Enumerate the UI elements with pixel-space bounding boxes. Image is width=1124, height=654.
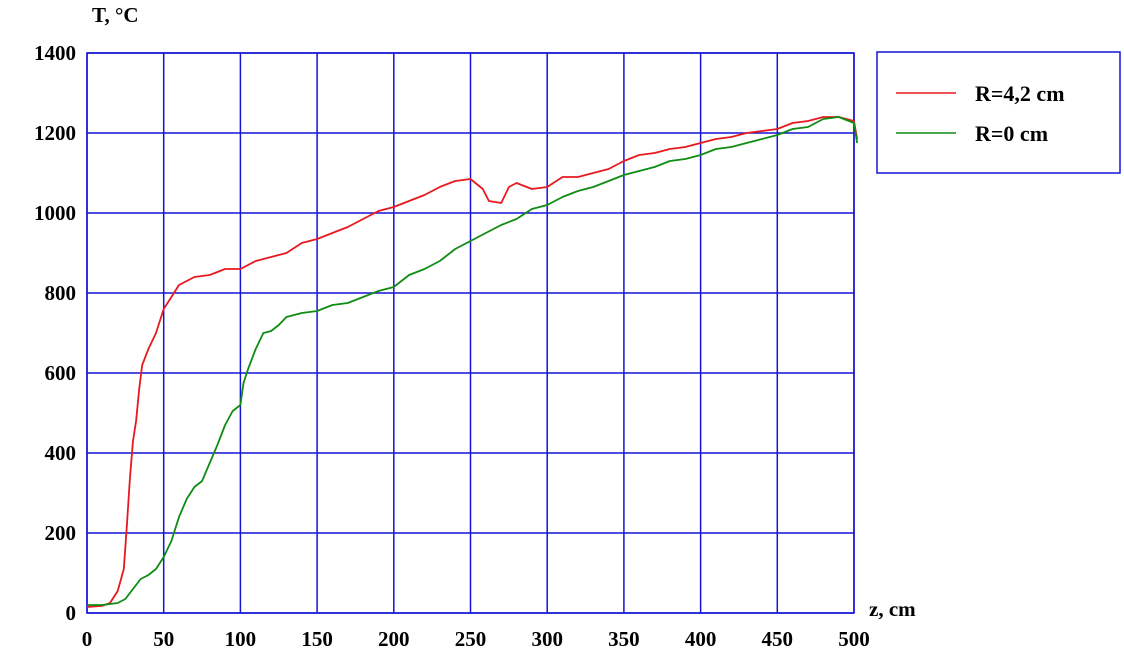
x-tick-label: 400 bbox=[685, 627, 717, 651]
x-tick-label: 300 bbox=[531, 627, 563, 651]
x-tick-label: 0 bbox=[82, 627, 93, 651]
series-line-r-4-2 bbox=[86, 116, 858, 608]
legend: R=4,2 cm R=0 cm bbox=[876, 51, 1121, 174]
series-layer bbox=[86, 116, 858, 608]
y-tick-label: 800 bbox=[45, 281, 77, 305]
x-tick-label: 500 bbox=[838, 627, 870, 651]
x-tick-label: 350 bbox=[608, 627, 640, 651]
y-tick-label: 200 bbox=[45, 521, 77, 545]
x-tick-label: 50 bbox=[153, 627, 174, 651]
x-axis-label: z, cm bbox=[869, 597, 916, 621]
x-tick-label: 150 bbox=[301, 627, 333, 651]
legend-box bbox=[876, 51, 1121, 174]
y-tick-label: 400 bbox=[45, 441, 77, 465]
x-tick-label: 200 bbox=[378, 627, 410, 651]
legend-label-r-4-2: R=4,2 cm bbox=[975, 81, 1065, 106]
x-tick-label: 100 bbox=[225, 627, 257, 651]
y-tick-label: 1400 bbox=[34, 41, 76, 65]
y-tick-label: 1000 bbox=[34, 201, 76, 225]
grid bbox=[86, 52, 855, 614]
y-tick-label: 1200 bbox=[34, 121, 76, 145]
y-axis-label: T, °C bbox=[92, 3, 139, 27]
series-line-r-0 bbox=[87, 116, 858, 606]
x-tick-label: 450 bbox=[762, 627, 794, 651]
y-tick-label: 600 bbox=[45, 361, 77, 385]
y-tick-label: 0 bbox=[66, 601, 77, 625]
legend-label-r-0: R=0 cm bbox=[975, 121, 1048, 146]
x-tick-label: 250 bbox=[455, 627, 487, 651]
tick-labels: 0 50 100 150 200 250 300 350 400 450 500 0 200 400 600… bbox=[34, 41, 870, 651]
